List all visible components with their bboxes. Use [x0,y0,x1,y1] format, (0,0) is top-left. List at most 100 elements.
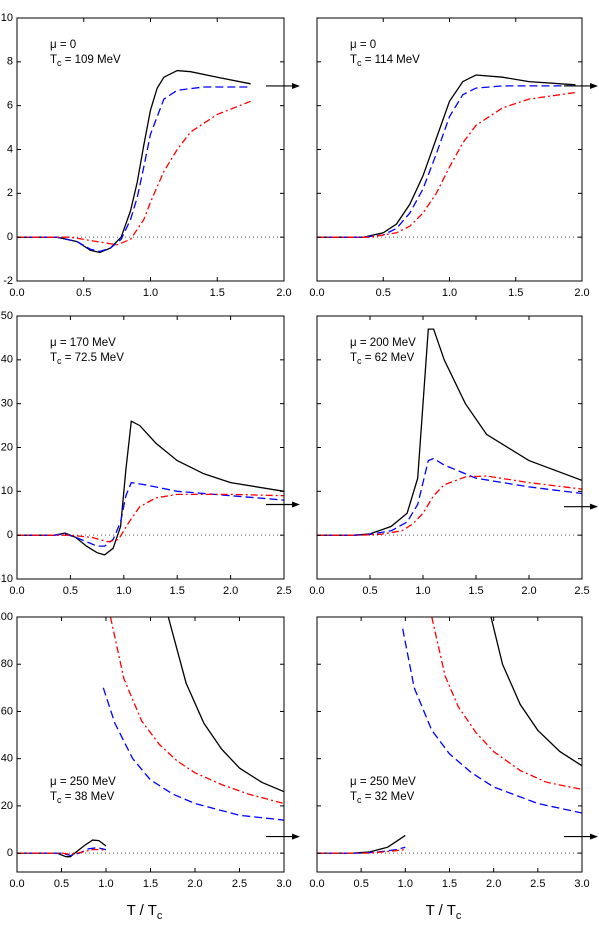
x-tick-label: 0.5 [54,878,69,890]
panel: 0.0 0.5 1.0 1.5 2.0 μ = 0 Tc = 114 MeV [309,17,598,299]
annotation-tc: Tc = 114 MeV [350,54,420,68]
annotation-tc: Tc = 32 MeV [350,791,415,805]
x-label-sub: c [157,910,163,922]
tc-symbol: T [50,791,57,803]
y-tick-label: 6 [7,100,13,112]
y-tick-label: 40 [1,753,13,765]
x-axis-label: T / Tc [426,902,462,922]
annotation-mu: μ = 250 MeV [350,776,416,788]
curve [17,493,284,543]
x-tick-label: 2.5 [276,585,291,597]
y-tick-label: 80 [1,658,13,670]
y-tick-label: 8 [7,56,13,68]
x-tick-label: 1.0 [116,585,131,597]
x-tick-label: 1.5 [508,287,523,299]
curve [17,86,251,253]
x-tick-label: 1.0 [398,878,413,890]
x-tick-label: 2.0 [223,585,238,597]
x-tick-label: 3.0 [276,878,291,890]
x-tick-label: 1.0 [415,585,430,597]
panel: 0.0 0.5 1.0 1.5 2.0 2.5 -10 0 10 20 30 40 50 μ = 170 … [0,310,300,597]
curve [317,91,576,238]
x-tick-label: 2.0 [521,585,536,597]
panel: 0.0 0.5 1.0 1.5 2.0 2.5 μ = 200 MeV Tc = 62 MeV [309,315,598,597]
x-tick-label: 0.5 [362,585,377,597]
panel: 0.0 0.5 1.0 1.5 2.0 -2 0 2 4 6 8 10 μ = 0 Tc = 109 Me… [1,12,300,299]
x-tick-label: 1.0 [98,878,113,890]
tc-symbol: T [350,791,357,803]
y-tick-label: 4 [7,143,13,155]
x-tick-label: 0.5 [76,287,91,299]
x-label-main: T / T [426,902,456,919]
annotation-mu: μ = 0 [50,39,76,51]
tc-sub: c [57,795,62,805]
tc-value: = 62 MeV [362,352,415,364]
panel: 0.0 0.5 1.0 1.5 2.0 2.5 3.0 μ = 250 MeV Tc = 32 … [309,616,598,922]
x-axis-label: T / Tc [127,902,163,922]
x-tick-label: 2.0 [574,287,589,299]
x-tick-label: 1.0 [143,287,158,299]
curve [17,617,284,858]
x-tick-label: 0.0 [9,287,24,299]
curve [317,617,582,854]
tc-value: = 38 MeV [62,791,115,803]
tc-symbol: T [350,54,357,66]
tc-value: = 114 MeV [362,54,421,66]
y-tick-label: 40 [1,354,13,366]
annotation-mu: μ = 250 MeV [50,776,116,788]
x-tick-label: 0.0 [9,585,24,597]
annotation-tc: Tc = 38 MeV [50,791,115,805]
arrow-head [590,833,598,840]
curve [17,100,251,246]
frame [316,616,583,873]
x-tick-label: 1.5 [468,585,483,597]
annotation-mu: μ = 0 [350,39,376,51]
panel: 0.0 0.5 1.0 1.5 2.0 2.5 3.0 0 20 40 60 80 100 μ = 250… [0,611,300,922]
x-tick-label: 2.5 [232,878,247,890]
x-tick-label: 1.5 [210,287,225,299]
annotation-tc: Tc = 72.5 MeV [50,352,124,366]
tc-value: = 72.5 MeV [62,352,125,364]
x-tick-label: 1.5 [170,585,185,597]
x-tick-label: 0.0 [309,585,324,597]
x-label-main: T / T [127,902,157,919]
y-tick-label: 60 [1,705,13,717]
x-tick-label: 2.0 [486,878,501,890]
x-tick-label: 0.0 [9,878,24,890]
x-tick-label: 0.0 [309,287,324,299]
curve [17,69,251,254]
tc-sub: c [57,58,62,68]
x-tick-label: 2.5 [530,878,545,890]
tc-sub: c [357,795,362,805]
tc-value: = 32 MeV [362,791,415,803]
x-tick-label: 3.0 [574,878,589,890]
tc-symbol: T [50,54,57,66]
curve [317,628,582,854]
arrow-head [590,503,598,510]
x-tick-label: 0.5 [376,287,391,299]
curve [317,328,582,536]
tc-symbol: T [350,352,357,364]
y-tick-label: 10 [1,12,13,24]
y-tick-label: 0 [7,231,13,243]
curve [17,617,284,855]
y-tick-label: 100 [0,611,13,623]
y-tick-label: -10 [0,573,13,585]
tc-value: = 109 MeV [62,54,121,66]
annotation-mu: μ = 200 MeV [350,337,416,349]
y-tick-label: 50 [1,310,13,322]
y-tick-label: 20 [1,800,13,812]
y-tick-label: 2 [7,187,13,199]
y-tick-label: 20 [1,441,13,453]
x-tick-label: 0.5 [63,585,78,597]
frame [16,616,285,873]
y-tick-label: 0 [7,847,13,859]
arrow-head [292,833,300,840]
x-tick-label: 2.0 [187,878,202,890]
x-tick-label: 1.0 [442,287,457,299]
y-tick-label: 30 [1,398,13,410]
curve [317,457,582,536]
y-tick-label: -2 [3,275,13,287]
x-label-sub: c [456,910,462,922]
